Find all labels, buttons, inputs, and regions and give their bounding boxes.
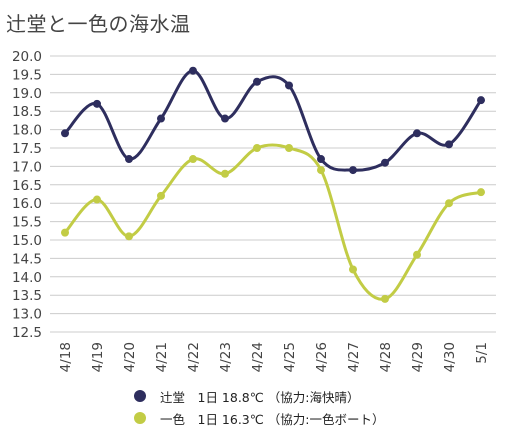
legend-item-isshiki[interactable]: 一色 1日 16.3℃ （協力:一色ボート） xyxy=(134,407,384,429)
data-point-tsujido xyxy=(125,155,133,164)
x-tick-label: 5/1 xyxy=(474,342,490,364)
series-line-tsujido xyxy=(63,69,483,172)
x-tick-label: 4/23 xyxy=(218,342,234,372)
x-tick-label: 4/24 xyxy=(250,342,266,372)
data-point-tsujido xyxy=(413,129,421,138)
data-point-isshiki xyxy=(61,228,69,237)
data-point-tsujido xyxy=(285,81,293,90)
y-tick-label: 13.0 xyxy=(12,307,42,323)
data-point-isshiki xyxy=(221,169,229,178)
data-point-tsujido xyxy=(157,114,165,123)
chart-title: 辻堂と一色の海水温 xyxy=(6,12,191,36)
legend: 辻堂 1日 18.8℃ （協力:海快晴） 一色 1日 16.3℃ （協力:一色ボ… xyxy=(134,385,384,429)
legend-item-tsujido[interactable]: 辻堂 1日 18.8℃ （協力:海快晴） xyxy=(134,385,384,407)
legend-label-tsujido: 辻堂 1日 18.8℃ （協力:海快晴） xyxy=(160,389,360,405)
y-tick-label: 13.5 xyxy=(12,288,42,304)
data-point-tsujido xyxy=(349,166,357,175)
data-point-tsujido xyxy=(189,66,197,75)
data-point-isshiki xyxy=(381,294,389,303)
legend-label-isshiki: 一色 1日 16.3℃ （協力:一色ボート） xyxy=(160,411,385,427)
data-point-tsujido xyxy=(61,129,69,138)
x-tick-label: 4/27 xyxy=(346,342,362,372)
data-point-tsujido xyxy=(93,99,101,108)
y-tick-label: 20.0 xyxy=(12,49,42,65)
data-point-isshiki xyxy=(477,188,485,197)
data-point-isshiki xyxy=(413,250,421,259)
x-tick-label: 4/26 xyxy=(314,342,330,372)
data-point-tsujido xyxy=(317,155,325,164)
data-point-isshiki xyxy=(125,232,133,241)
x-tick-label: 4/30 xyxy=(442,342,458,372)
y-tick-label: 19.0 xyxy=(12,86,42,102)
y-tick-label: 19.5 xyxy=(12,67,42,83)
data-point-isshiki xyxy=(253,144,261,152)
data-point-tsujido xyxy=(221,114,229,123)
data-point-isshiki xyxy=(445,199,453,208)
data-point-isshiki xyxy=(157,191,165,200)
legend-marker-isshiki xyxy=(134,412,146,424)
y-tick-label: 15.0 xyxy=(12,233,42,249)
data-point-tsujido xyxy=(477,96,485,105)
x-tick-label: 4/19 xyxy=(90,342,106,372)
legend-marker-tsujido xyxy=(134,390,146,402)
y-tick-label: 18.0 xyxy=(12,123,42,139)
y-tick-label: 12.5 xyxy=(12,325,42,341)
x-tick-label: 4/28 xyxy=(378,342,394,372)
x-tick-label: 4/29 xyxy=(410,342,426,372)
data-point-isshiki xyxy=(317,166,325,175)
x-tick-label: 4/18 xyxy=(58,342,74,372)
y-tick-label: 14.0 xyxy=(12,270,42,286)
x-tick-label: 4/21 xyxy=(154,342,170,372)
x-tick-label: 4/25 xyxy=(282,342,298,372)
data-point-isshiki xyxy=(349,265,357,274)
data-point-isshiki xyxy=(93,195,101,204)
data-point-tsujido xyxy=(253,77,261,86)
data-point-isshiki xyxy=(189,155,197,164)
y-tick-label: 14.5 xyxy=(12,251,42,267)
series-line-isshiki xyxy=(63,143,482,301)
y-tick-label: 18.5 xyxy=(12,104,42,120)
y-tick-label: 16.5 xyxy=(12,178,42,194)
data-point-tsujido xyxy=(445,140,453,149)
x-tick-label: 4/22 xyxy=(186,342,202,372)
y-tick-label: 16.0 xyxy=(12,196,42,212)
y-tick-label: 15.5 xyxy=(12,215,42,231)
data-point-tsujido xyxy=(381,158,389,167)
y-tick-label: 17.5 xyxy=(12,141,42,157)
y-tick-label: 17.0 xyxy=(12,159,42,175)
data-point-isshiki xyxy=(285,144,293,152)
x-tick-label: 4/20 xyxy=(122,342,138,372)
